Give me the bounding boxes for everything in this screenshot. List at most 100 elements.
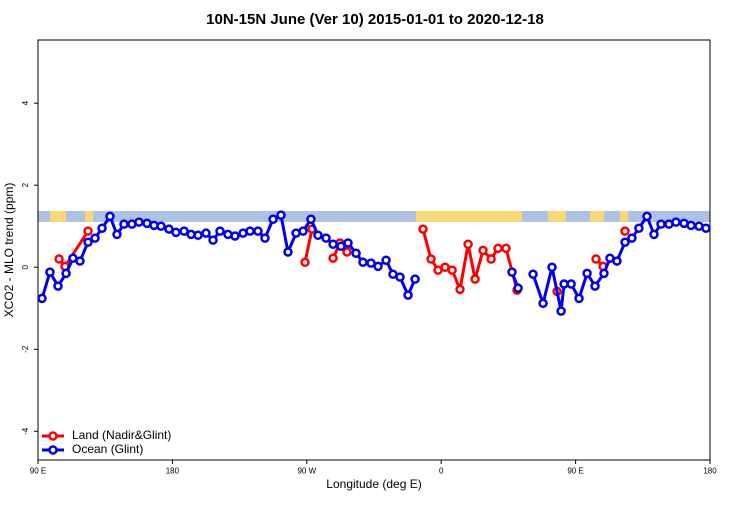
- data-point: [134, 217, 144, 227]
- data-point: [230, 231, 240, 241]
- data-point: [37, 293, 47, 304]
- data-point: [283, 247, 293, 257]
- data-point: [208, 235, 218, 245]
- land-strip: [38, 211, 710, 222]
- data-point: [620, 237, 630, 247]
- legend: Land (Nadir&Glint)Ocean (Glint): [42, 428, 171, 456]
- data-point: [342, 247, 352, 257]
- strip-land: [85, 211, 93, 222]
- data-point: [75, 256, 85, 266]
- data-point: [105, 211, 115, 222]
- data-point: [418, 224, 428, 234]
- data-point: [260, 233, 270, 243]
- data-point: [358, 257, 368, 268]
- x-tick-label: 90 E: [30, 467, 46, 476]
- data-point: [656, 219, 666, 229]
- data-point: [171, 227, 181, 238]
- data-point: [528, 269, 538, 279]
- data-point: [61, 268, 71, 279]
- y-tick-label: 0: [21, 264, 30, 269]
- data-point: [426, 254, 436, 264]
- x-tick-label: 90 W: [297, 467, 316, 476]
- data-point: [620, 226, 630, 236]
- data-point: [538, 298, 548, 309]
- data-point: [513, 283, 523, 293]
- data-point: [97, 223, 107, 234]
- data-point: [45, 267, 55, 277]
- x-tick-label: 90 E: [567, 467, 583, 476]
- data-point: [366, 258, 376, 268]
- data-point: [253, 226, 263, 236]
- data-point: [455, 284, 465, 295]
- data-point: [671, 217, 681, 227]
- strip-land: [50, 211, 66, 222]
- data-point: [164, 224, 174, 234]
- strip-land: [416, 211, 522, 222]
- data-point: [328, 253, 338, 263]
- data-point: [306, 214, 316, 224]
- data-point: [343, 238, 353, 248]
- data-point: [179, 226, 189, 236]
- data-point: [701, 223, 711, 234]
- data-point: [83, 226, 93, 236]
- y-tick-label: -4: [21, 427, 30, 435]
- data-point: [381, 255, 391, 266]
- data-point: [300, 257, 310, 268]
- data-point: [245, 226, 255, 236]
- data-point: [54, 254, 64, 264]
- series: [37, 210, 711, 316]
- data-point: [119, 219, 129, 229]
- data-point: [268, 214, 278, 224]
- data-point: [156, 221, 166, 231]
- data-point: [463, 239, 473, 250]
- y-tick-label: 2: [21, 182, 30, 187]
- data-point: [599, 268, 609, 279]
- data-point: [403, 290, 413, 300]
- data-point: [501, 243, 511, 254]
- data-point: [90, 233, 100, 243]
- y-axis-label: XCO2 - MLO trend (ppm): [2, 183, 16, 318]
- x-tick-label: 180: [703, 467, 717, 476]
- strip-land: [590, 211, 604, 222]
- data-point: [336, 241, 346, 252]
- data-point: [313, 230, 323, 240]
- data-point: [193, 230, 203, 240]
- data-point: [627, 233, 637, 243]
- data-point: [478, 245, 488, 256]
- data-point: [612, 256, 622, 266]
- data-point: [215, 226, 225, 236]
- data-point: [642, 211, 652, 222]
- data-point: [574, 293, 584, 304]
- strip-land: [620, 211, 628, 222]
- x-axis-label: Longitude (deg E): [326, 477, 421, 491]
- series-line: [303, 228, 314, 263]
- data-point: [410, 274, 420, 284]
- x-tick-label: 0: [439, 467, 444, 476]
- data-point: [447, 265, 457, 275]
- data-point: [201, 228, 211, 238]
- data-point: [590, 281, 600, 291]
- data-point: [328, 239, 338, 250]
- strip-ocean: [38, 211, 710, 222]
- data-point: [556, 306, 566, 316]
- data-point: [634, 223, 644, 234]
- legend-marker: [48, 431, 58, 441]
- data-point: [276, 210, 286, 220]
- data-point: [486, 254, 496, 264]
- data-point: [53, 281, 63, 291]
- data-point: [351, 248, 361, 259]
- data-point: [547, 262, 557, 272]
- data-point: [112, 229, 122, 240]
- data-point: [470, 274, 480, 284]
- chart-title: 10N-15N June (Ver 10) 2015-01-01 to 2020…: [206, 11, 544, 28]
- data-point: [493, 243, 503, 254]
- data-point: [686, 220, 696, 231]
- legend-label: Ocean (Glint): [72, 442, 143, 456]
- y-tick-label: -2: [21, 345, 30, 353]
- data-point: [507, 267, 517, 277]
- plot-frame: [37, 39, 711, 461]
- data-point: [321, 233, 331, 243]
- data-point: [582, 268, 592, 279]
